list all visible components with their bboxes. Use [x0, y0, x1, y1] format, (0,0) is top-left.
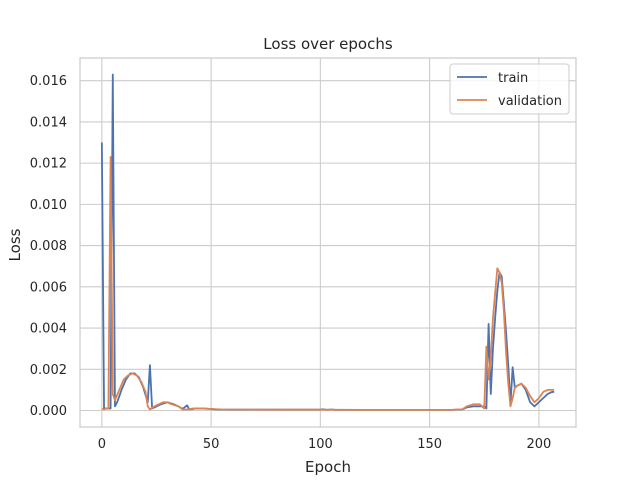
legend-label-train: train — [498, 71, 528, 86]
x-axis-label: Epoch — [305, 458, 351, 476]
x-tick-label: 50 — [203, 437, 220, 452]
y-tick-label: 0.002 — [30, 363, 67, 378]
legend: train validation — [449, 63, 570, 115]
y-tick-label: 0.004 — [30, 322, 67, 337]
y-tick-label: 0.000 — [30, 404, 67, 419]
y-tick-label: 0.014 — [30, 115, 67, 130]
grid — [80, 58, 576, 427]
series-lines — [100, 73, 555, 411]
plot-area — [80, 58, 576, 427]
x-tick-label: 100 — [308, 437, 333, 452]
x-tick-label: 150 — [417, 437, 442, 452]
y-tick-labels: 0.000 0.002 0.004 0.006 0.008 0.010 0.012 0.014… — [30, 74, 67, 419]
x-tick-label: 0 — [98, 437, 106, 452]
y-tick-label: 0.016 — [30, 74, 67, 89]
x-tick-label: 200 — [526, 437, 551, 452]
plot-frame — [79, 57, 577, 428]
y-tick-label: 0.006 — [30, 280, 67, 295]
y-axis-label: Loss — [6, 228, 24, 261]
y-tick-label: 0.010 — [30, 198, 67, 213]
y-tick-label: 0.008 — [30, 239, 67, 254]
y-tick-label: 0.012 — [30, 157, 67, 172]
series-line-validation — [101, 156, 555, 411]
legend-label-validation: validation — [498, 94, 562, 109]
x-tick-labels: 0 50 100 150 200 — [98, 437, 552, 452]
chart-title: Loss over epochs — [263, 35, 393, 53]
